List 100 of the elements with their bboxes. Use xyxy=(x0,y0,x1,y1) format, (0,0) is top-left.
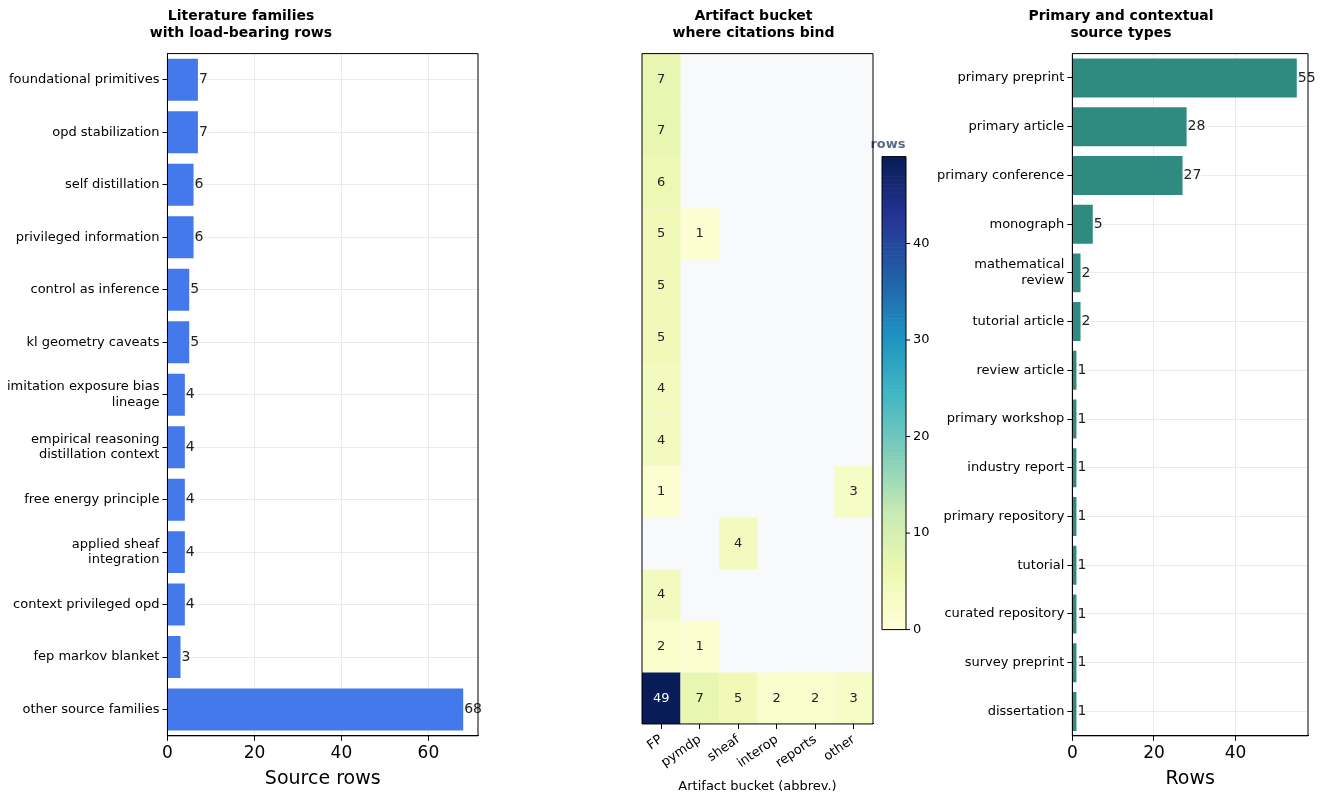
y-tick-label: curated repository xyxy=(944,605,1065,621)
x-tick-label: 60 xyxy=(417,742,440,763)
y-tick-label: fep markov blanket xyxy=(33,648,160,664)
data-label: 3 xyxy=(849,483,858,499)
y-tick-label: primary repository xyxy=(943,507,1065,523)
data-label: 5 xyxy=(657,328,666,344)
data-label: 2 xyxy=(657,637,666,653)
y-tick-label: monograph xyxy=(989,215,1065,231)
data-label: 5 xyxy=(1093,214,1103,231)
data-label: 6 xyxy=(657,173,666,189)
data-label: 5 xyxy=(190,280,200,297)
x-tick-label: 40 xyxy=(330,742,353,763)
y-tick-label: survey preprint xyxy=(964,654,1065,670)
y-tick-label: other source families xyxy=(22,700,160,716)
data-label: 5 xyxy=(657,277,666,293)
bar xyxy=(1072,204,1093,244)
x-axis-title: Artifact bucket (abbrev.) xyxy=(678,777,837,793)
data-label: 7 xyxy=(198,122,208,139)
bar xyxy=(1072,253,1081,293)
y-tick-label: context privileged opd xyxy=(13,595,160,611)
y-tick-label: review article xyxy=(976,361,1065,377)
data-label: 5 xyxy=(734,689,743,705)
data-label: 7 xyxy=(657,70,666,86)
data-label: 5 xyxy=(190,332,200,349)
color-bar-label: 0 xyxy=(913,620,922,636)
y-tick-label: industry report xyxy=(967,459,1065,475)
bar xyxy=(167,58,198,101)
color-bar-label: 40 xyxy=(913,234,930,250)
data-label: 2 xyxy=(811,689,820,705)
data-label: 2 xyxy=(1081,263,1091,280)
color-bar-label: 20 xyxy=(913,427,930,443)
y-tick-label: dissertation xyxy=(987,702,1065,718)
x-tick-label: 0 xyxy=(1066,742,1078,763)
y-tick-label: opd stabilization xyxy=(52,123,160,139)
bar xyxy=(167,321,190,364)
data-label: 4 xyxy=(185,437,195,454)
bar xyxy=(167,688,464,731)
data-label: 1 xyxy=(1077,702,1087,719)
bar xyxy=(167,268,190,311)
data-label: 1 xyxy=(1077,507,1087,524)
data-label: 4 xyxy=(185,595,195,612)
data-label: 1 xyxy=(1077,360,1087,377)
data-label: 1 xyxy=(1077,458,1087,475)
bar xyxy=(1072,107,1187,147)
data-label: 7 xyxy=(198,70,208,87)
y-tick-label: kl geometry caveats xyxy=(26,333,160,349)
bar xyxy=(167,111,198,154)
data-label: 28 xyxy=(1187,117,1206,134)
data-label: 4 xyxy=(185,542,195,559)
chart-title: Primary and contextual source types xyxy=(1028,7,1214,40)
data-label: 7 xyxy=(657,122,666,138)
y-tick-label: self distillation xyxy=(64,176,160,192)
x-tick-label: FP xyxy=(643,731,666,753)
y-tick-label: primary preprint xyxy=(957,69,1065,85)
bar xyxy=(1072,155,1183,195)
y-tick-label: control as inference xyxy=(30,281,160,297)
data-label: 1 xyxy=(1077,555,1087,572)
bar xyxy=(167,636,181,679)
data-label: 4 xyxy=(657,431,666,447)
bar xyxy=(167,163,194,206)
data-label: 4 xyxy=(185,490,195,507)
y-tick-label: primary conference xyxy=(936,166,1065,182)
data-label: 3 xyxy=(849,689,858,705)
bar xyxy=(167,373,185,416)
y-tick-label: free energy principle xyxy=(24,491,160,507)
y-tick-label: tutorial xyxy=(1017,556,1065,572)
x-tick-label: 20 xyxy=(1143,742,1165,763)
data-label: 1 xyxy=(1077,409,1087,426)
data-label: 2 xyxy=(772,689,781,705)
color-bar-label: 10 xyxy=(913,524,930,540)
bar xyxy=(167,216,194,259)
color-bar-label: 30 xyxy=(913,331,930,347)
data-label: 1 xyxy=(657,483,666,499)
x-tick-label: 20 xyxy=(243,742,266,763)
data-label: 6 xyxy=(194,227,204,244)
x-axis-title: Source rows xyxy=(264,765,381,788)
y-tick-label: primary article xyxy=(968,118,1065,134)
data-label: 1 xyxy=(1077,653,1087,670)
bar xyxy=(1072,58,1297,98)
data-label: 3 xyxy=(181,647,191,664)
bar xyxy=(167,531,185,574)
y-tick-label: imitation exposure bias lineage xyxy=(6,378,160,409)
x-tick-label: 40 xyxy=(1224,742,1247,763)
data-label: 5 xyxy=(657,225,666,241)
y-tick-label: tutorial article xyxy=(972,312,1065,328)
bar xyxy=(167,426,185,469)
chart-title: Literature families with load-bearing rows xyxy=(149,7,333,40)
data-label: 27 xyxy=(1183,166,1202,183)
data-label: 6 xyxy=(194,175,204,192)
data-label: 4 xyxy=(657,586,666,602)
data-label: 1 xyxy=(695,637,704,653)
bar xyxy=(167,478,185,521)
x-tick-label: 0 xyxy=(162,742,173,763)
data-label: 1 xyxy=(1077,604,1087,621)
y-tick-label: mathematical review xyxy=(974,256,1065,288)
y-tick-label: empirical reasoning distillation context xyxy=(31,430,160,462)
y-tick-label: privileged information xyxy=(15,228,160,244)
data-label: 4 xyxy=(185,385,195,402)
chart-title: Artifact bucket where citations bind xyxy=(672,7,835,40)
y-tick-label: applied sheaf integration xyxy=(71,535,160,567)
